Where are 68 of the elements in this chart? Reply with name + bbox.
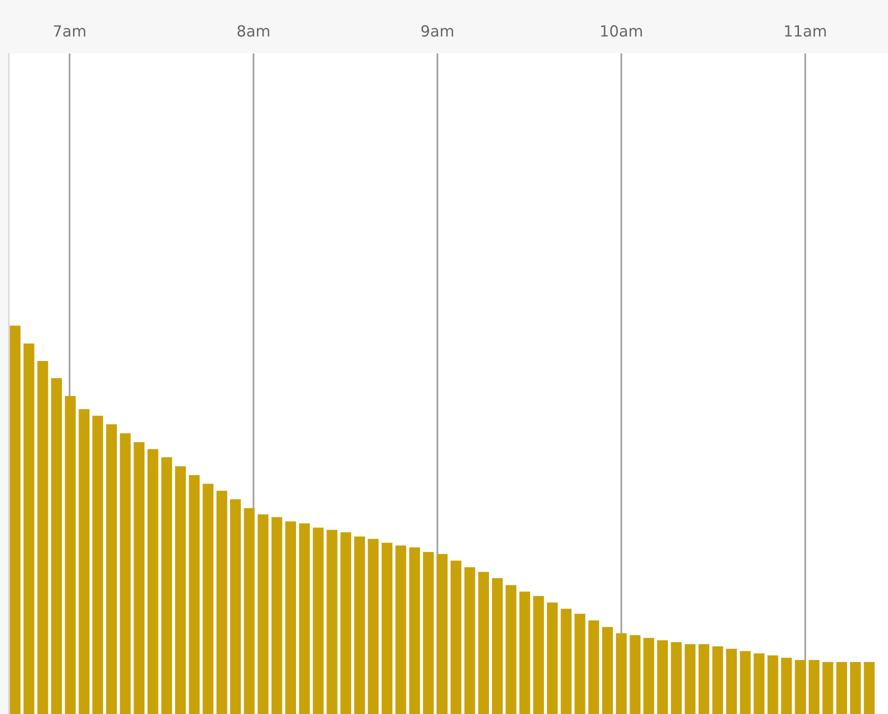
bar [24,344,34,714]
bar [326,530,338,714]
bar [202,484,214,714]
bar [436,554,448,714]
bar [726,648,737,714]
bar [670,642,682,714]
bar [506,585,516,714]
bar [560,608,572,714]
bar [450,560,462,714]
bar [312,528,324,714]
bar [822,662,834,714]
bar [51,378,62,714]
bar [588,620,600,714]
bar [382,542,392,714]
bar [299,523,310,714]
bar [423,552,434,714]
bar [464,567,476,714]
bar [781,658,792,714]
bar [285,521,296,714]
bar [106,424,117,714]
bar [850,662,861,714]
bar [161,457,172,714]
bar [230,499,241,714]
bar [216,490,228,714]
x-tick-label: 7am [54,25,86,37]
bar [616,633,627,714]
bar [836,662,848,714]
bar [533,596,544,714]
x-tick-label: 9am [421,25,454,37]
x-tick-label: 10am [601,25,642,37]
bar [478,572,489,714]
bar [244,508,255,714]
bar [10,326,21,714]
bar [864,662,875,714]
bar [92,416,104,714]
bar [368,538,379,714]
bar [492,578,503,714]
bar [258,514,268,714]
bar [78,409,90,714]
bar [767,655,778,714]
bar [134,442,144,714]
x-tick-label: 11am [785,25,826,37]
bar [754,653,764,714]
bar [340,532,352,714]
bar [740,651,751,714]
bar [794,660,806,714]
bar [574,614,586,714]
bar [64,396,76,714]
bar [712,646,724,714]
bar [37,360,48,714]
bar [546,602,558,714]
bar [120,433,131,714]
bar [657,640,668,714]
bar [354,536,365,714]
bar [409,547,420,714]
x-tick-label: 8am [238,25,270,37]
bar [271,517,282,714]
bar [698,644,710,714]
bar [602,627,613,714]
bar [175,466,186,714]
bar [630,635,640,714]
bar [808,660,820,714]
bar [684,644,696,714]
bar [148,449,158,714]
bar [395,545,406,714]
bar [643,638,654,714]
bar [188,475,200,714]
bar [519,592,530,714]
